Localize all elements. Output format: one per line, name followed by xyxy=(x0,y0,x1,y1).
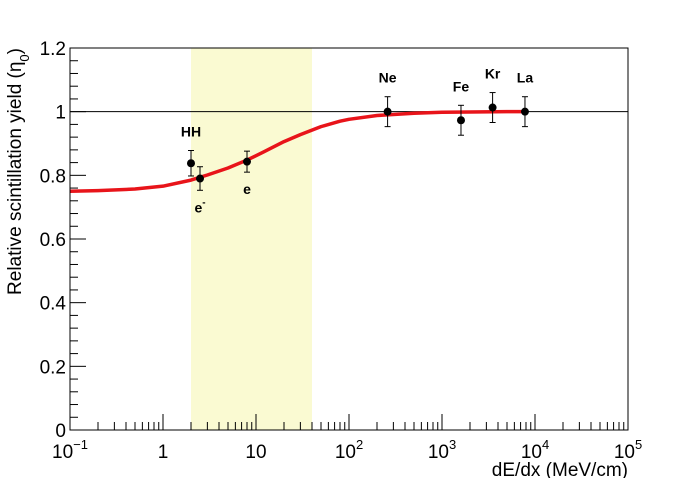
point-annotation-text: e xyxy=(243,181,251,197)
x-tick-label-base: 10 xyxy=(335,442,356,463)
data-point-group: e xyxy=(242,150,251,197)
data-point xyxy=(186,159,195,168)
y-tick-label: 0.2 xyxy=(40,357,66,378)
y-axis: 0 0.2 0.4 0.6 0.8 1 1.2 xyxy=(40,39,86,442)
y-tick-label: 0.4 xyxy=(40,294,67,315)
x-axis-title: dE/dx (MeV/cm) xyxy=(492,460,628,478)
y-tick-label: 0.8 xyxy=(40,166,66,187)
data-point xyxy=(242,157,251,166)
x-axis: 10−1 1 10 102 103 104 105 xyxy=(52,414,642,463)
data-point xyxy=(196,174,205,183)
plot-band xyxy=(190,48,312,430)
y-axis-title-main: Relative scintillation yield (η xyxy=(5,62,26,295)
data-point-group: Fe xyxy=(453,78,470,136)
x-tick-label: 10−1 xyxy=(52,437,88,463)
x-tick-label-exponent: 4 xyxy=(542,437,549,452)
point-annotation: e xyxy=(243,181,251,197)
point-annotation-text: e xyxy=(194,199,202,215)
plot-frame xyxy=(69,47,629,431)
fit-curve xyxy=(69,109,526,193)
point-annotation-superscript: - xyxy=(202,197,205,208)
point-annotation: e- xyxy=(194,197,205,215)
y-tick-label: 1.2 xyxy=(40,39,66,60)
y-tick-label: 0.6 xyxy=(40,230,66,251)
data-point xyxy=(383,107,392,116)
x-tick-label-base: 10 xyxy=(245,442,266,463)
data-point-group: Ne xyxy=(379,70,397,128)
x-tick-label-base: 10 xyxy=(521,442,542,463)
y-axis-title: Relative scintillation yield (η0) xyxy=(5,48,32,295)
data-point xyxy=(520,107,529,116)
data-point-group: La xyxy=(517,70,534,128)
y-tick-label: 1 xyxy=(55,103,66,124)
x-tick-label: 102 xyxy=(335,437,363,463)
point-annotation-text: Ne xyxy=(379,70,397,86)
y-axis-title-close: ) xyxy=(5,48,26,54)
x-tick-label-base: 10 xyxy=(614,442,635,463)
x-tick-label-base: 10 xyxy=(52,442,73,463)
point-annotation: La xyxy=(517,70,534,86)
y-axis-title-sub: 0 xyxy=(17,54,32,61)
y-tick-label: 0 xyxy=(55,421,66,442)
x-tick-label-exponent: −1 xyxy=(73,437,88,452)
x-tick-label: 10 xyxy=(245,442,266,463)
point-annotation: HH xyxy=(181,124,201,140)
x-tick-label-exponent: 5 xyxy=(635,437,642,452)
x-tick-label: 1 xyxy=(158,442,169,463)
data-point xyxy=(456,116,465,125)
x-tick-label: 104 xyxy=(521,437,549,463)
x-tick-label: 103 xyxy=(428,437,456,463)
data-point-group: e- xyxy=(194,166,206,215)
data-point xyxy=(488,103,497,112)
point-annotation-text: La xyxy=(517,70,534,86)
x-tick-label-exponent: 3 xyxy=(449,437,456,452)
x-tick-label-exponent: 2 xyxy=(356,437,363,452)
point-annotation-text: Fe xyxy=(453,78,470,94)
point-annotation-text: Kr xyxy=(485,66,501,82)
x-tick-label-base: 10 xyxy=(428,442,449,463)
data-point-group: Kr xyxy=(485,66,501,123)
data-point-group: HH xyxy=(181,124,201,177)
point-annotation-text: HH xyxy=(181,124,201,140)
point-annotation: Kr xyxy=(485,66,501,82)
point-annotation: Fe xyxy=(453,78,470,94)
point-annotation: Ne xyxy=(379,70,397,86)
x-tick-label: 105 xyxy=(614,437,642,463)
x-tick-label-base: 1 xyxy=(158,442,169,463)
